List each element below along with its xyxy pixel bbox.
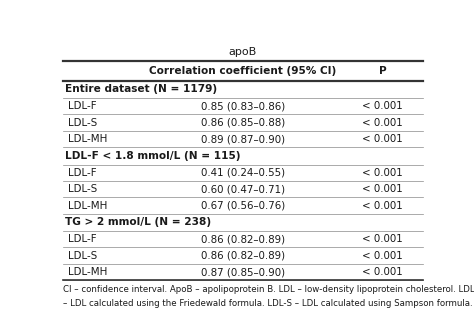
- Text: 0.85 (0.83–0.86): 0.85 (0.83–0.86): [201, 101, 285, 111]
- Text: LDL-S: LDL-S: [68, 184, 98, 194]
- Text: 0.86 (0.82–0.89): 0.86 (0.82–0.89): [201, 234, 285, 244]
- Text: < 0.001: < 0.001: [362, 168, 403, 178]
- Text: 0.87 (0.85–0.90): 0.87 (0.85–0.90): [201, 267, 285, 277]
- Text: Entire dataset (N = 1179): Entire dataset (N = 1179): [65, 85, 217, 95]
- Text: LDL-MH: LDL-MH: [68, 267, 108, 277]
- Text: P: P: [379, 66, 386, 76]
- Text: < 0.001: < 0.001: [362, 267, 403, 277]
- Text: 0.67 (0.56–0.76): 0.67 (0.56–0.76): [201, 201, 285, 211]
- Text: 0.86 (0.85–0.88): 0.86 (0.85–0.88): [201, 118, 285, 128]
- Text: 0.89 (0.87–0.90): 0.89 (0.87–0.90): [201, 134, 285, 144]
- Text: CI – confidence interval. ApoB – apolipoprotein B. LDL – low-density lipoprotein: CI – confidence interval. ApoB – apolipo…: [63, 285, 474, 294]
- Text: LDL-F: LDL-F: [68, 168, 97, 178]
- Text: LDL-MH: LDL-MH: [68, 134, 108, 144]
- Text: LDL-F: LDL-F: [68, 101, 97, 111]
- Text: LDL-F: LDL-F: [68, 234, 97, 244]
- Text: LDL-S: LDL-S: [68, 251, 98, 261]
- Text: < 0.001: < 0.001: [362, 201, 403, 211]
- Text: LDL-F < 1.8 mmol/L (N = 115): LDL-F < 1.8 mmol/L (N = 115): [65, 151, 240, 161]
- Text: < 0.001: < 0.001: [362, 234, 403, 244]
- Text: – LDL calculated using the Friedewald formula. LDL-S – LDL calculated using Samp: – LDL calculated using the Friedewald fo…: [63, 299, 473, 308]
- Text: Correlation coefficient (95% CI): Correlation coefficient (95% CI): [149, 66, 337, 76]
- Text: < 0.001: < 0.001: [362, 251, 403, 261]
- Text: LDL-MH: LDL-MH: [68, 201, 108, 211]
- Text: < 0.001: < 0.001: [362, 134, 403, 144]
- Text: < 0.001: < 0.001: [362, 118, 403, 128]
- Text: 0.41 (0.24–0.55): 0.41 (0.24–0.55): [201, 168, 285, 178]
- Text: 0.60 (0.47–0.71): 0.60 (0.47–0.71): [201, 184, 285, 194]
- Text: TG > 2 mmol/L (N = 238): TG > 2 mmol/L (N = 238): [65, 218, 211, 228]
- Text: LDL-S: LDL-S: [68, 118, 98, 128]
- Text: < 0.001: < 0.001: [362, 101, 403, 111]
- Text: 0.86 (0.82–0.89): 0.86 (0.82–0.89): [201, 251, 285, 261]
- Text: apoB: apoB: [229, 47, 257, 57]
- Text: < 0.001: < 0.001: [362, 184, 403, 194]
